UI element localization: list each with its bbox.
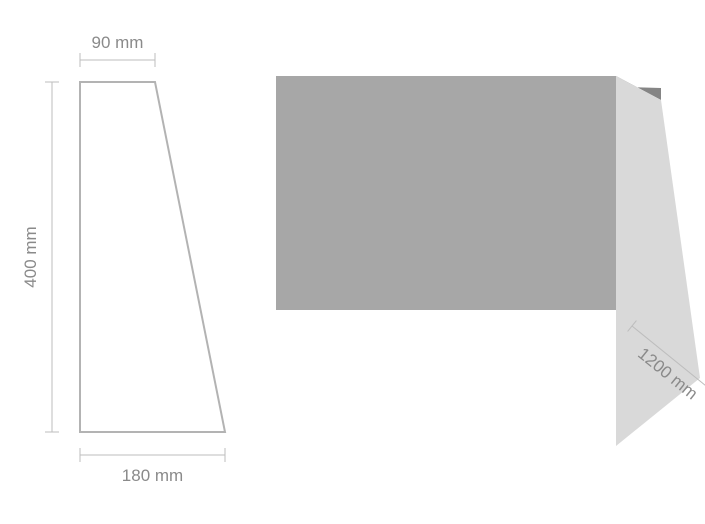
iso-face-front (276, 76, 616, 310)
dim-bottom-width: 180 mm (80, 448, 225, 485)
dim-height-label: 400 mm (21, 226, 40, 287)
dim-bottom-width-label: 180 mm (122, 466, 183, 485)
dim-top-width: 90 mm (80, 33, 155, 67)
dim-top-width-label: 90 mm (92, 33, 144, 52)
technical-drawing: 90 mm 180 mm 400 mm 1200 mm (0, 0, 705, 524)
dim-height: 400 mm (21, 82, 59, 432)
cross-section-profile (80, 82, 225, 432)
isometric-block (276, 76, 700, 446)
